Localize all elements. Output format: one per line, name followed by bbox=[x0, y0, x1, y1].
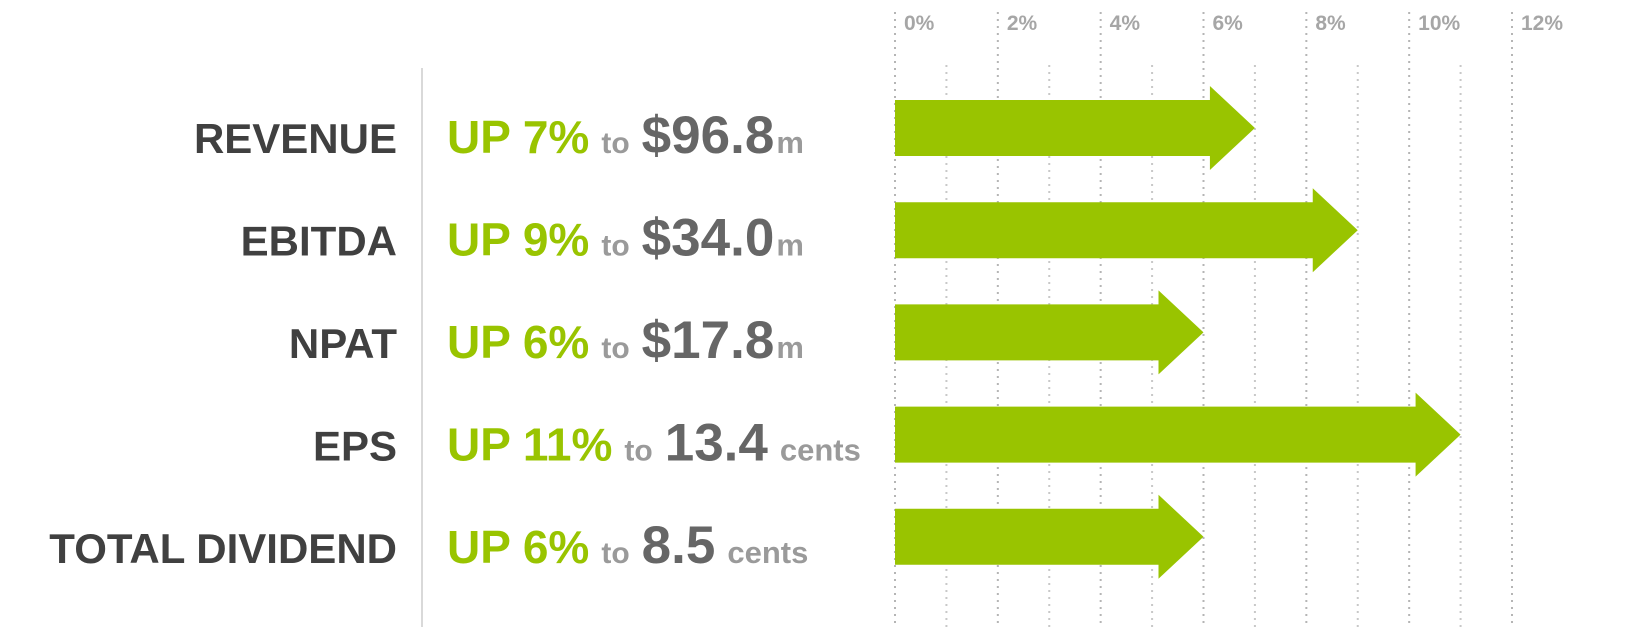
change-label: UP 6% bbox=[447, 521, 589, 573]
arrow-bar bbox=[895, 494, 1204, 579]
unit: cents bbox=[727, 535, 808, 570]
amount: $17.8 bbox=[642, 311, 775, 370]
amount: $96.8 bbox=[642, 106, 775, 165]
arrow-bar bbox=[895, 188, 1358, 273]
change-label: UP 11% bbox=[447, 419, 612, 471]
connector: to bbox=[601, 230, 629, 263]
connector: to bbox=[601, 127, 629, 160]
row-label: EBITDA bbox=[241, 218, 397, 265]
unit: m bbox=[776, 125, 804, 160]
amount: 8.5 bbox=[642, 516, 716, 575]
amount: 13.4 bbox=[665, 414, 769, 473]
x-tick-label: 12% bbox=[1521, 12, 1563, 35]
row-label: TOTAL DIVIDEND bbox=[49, 525, 397, 572]
unit: m bbox=[776, 330, 804, 365]
row-summary: UP 9% to $34.0m bbox=[447, 209, 804, 268]
row-label: EPS bbox=[313, 423, 397, 470]
change-label: UP 9% bbox=[447, 214, 589, 266]
connector: to bbox=[601, 537, 629, 570]
row-label: REVENUE bbox=[194, 115, 397, 162]
arrow-bar bbox=[895, 290, 1204, 375]
row-summary: UP 7% to $96.8m bbox=[447, 106, 804, 165]
unit: m bbox=[776, 228, 804, 263]
amount: $34.0 bbox=[642, 209, 775, 268]
x-tick-label: 10% bbox=[1418, 12, 1460, 35]
connector: to bbox=[601, 332, 629, 365]
arrow-bar bbox=[895, 392, 1461, 477]
change-label: UP 6% bbox=[447, 316, 589, 368]
row-summary: UP 6% to 8.5 cents bbox=[447, 516, 808, 575]
row-label: NPAT bbox=[289, 320, 397, 367]
row-summary: UP 6% to $17.8m bbox=[447, 311, 804, 370]
change-label: UP 7% bbox=[447, 111, 589, 163]
x-tick-label: 8% bbox=[1315, 12, 1346, 35]
x-tick-label: 2% bbox=[1007, 12, 1038, 35]
connector: to bbox=[624, 435, 652, 468]
unit: cents bbox=[780, 433, 861, 468]
arrow-bar bbox=[895, 86, 1255, 170]
row-summary: UP 11% to 13.4 cents bbox=[447, 414, 861, 473]
x-tick-label: 4% bbox=[1110, 12, 1141, 35]
x-tick-label: 0% bbox=[904, 12, 935, 35]
x-tick-label: 6% bbox=[1213, 12, 1244, 35]
